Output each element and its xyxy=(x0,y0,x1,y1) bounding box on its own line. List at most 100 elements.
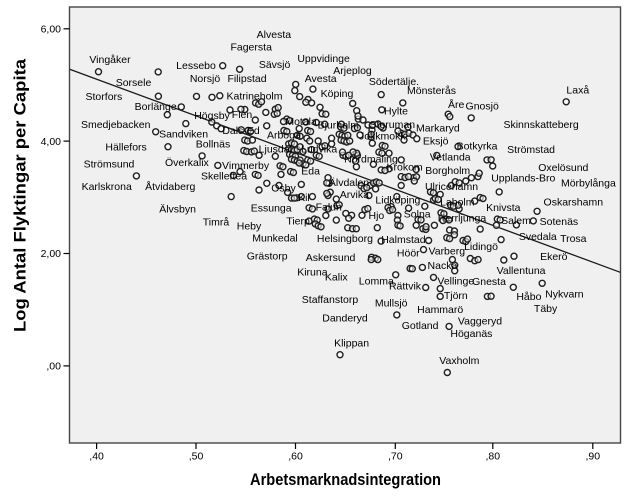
svg-text:Lidköping: Lidköping xyxy=(375,195,420,207)
svg-text:Lidingö: Lidingö xyxy=(464,241,498,253)
svg-text:Ulricehamn: Ulricehamn xyxy=(425,181,478,193)
svg-text:Sävsjö: Sävsjö xyxy=(259,59,291,71)
svg-text:Gnesta: Gnesta xyxy=(472,276,506,288)
svg-text:Alvesta: Alvesta xyxy=(257,29,292,41)
svg-text:Överkalix: Överkalix xyxy=(165,157,210,169)
svg-text:Halmstad: Halmstad xyxy=(381,234,426,246)
svg-text:Vaxholm: Vaxholm xyxy=(439,355,479,367)
svg-text:Köping: Köping xyxy=(321,88,354,100)
svg-text:Heby: Heby xyxy=(237,221,262,233)
svg-text:Vingåker: Vingåker xyxy=(89,54,131,66)
svg-text:Krokom: Krokom xyxy=(387,161,423,173)
svg-text:Filipstad: Filipstad xyxy=(227,73,266,85)
svg-text:,80: ,80 xyxy=(485,451,500,463)
svg-text:Staffanstorp: Staffanstorp xyxy=(302,294,359,306)
svg-text:Eda: Eda xyxy=(301,165,320,177)
svg-text:Arboga: Arboga xyxy=(267,129,301,141)
svg-text:,90: ,90 xyxy=(585,451,600,463)
svg-text:,40: ,40 xyxy=(89,451,104,463)
svg-text:Falun: Falun xyxy=(316,201,342,213)
svg-text:Täby: Täby xyxy=(534,303,558,315)
svg-text:Hjo: Hjo xyxy=(369,210,385,222)
svg-text:Uppvidinge: Uppvidinge xyxy=(297,53,350,65)
svg-text:Osby: Osby xyxy=(271,183,296,195)
svg-text:Lessebo: Lessebo xyxy=(176,60,216,72)
svg-text:Laholm: Laholm xyxy=(440,197,475,209)
svg-text:Rättvik: Rättvik xyxy=(389,281,422,293)
svg-text:Svedala: Svedala xyxy=(519,231,557,243)
svg-text:Arjeplog: Arjeplog xyxy=(333,65,372,77)
svg-text:Varberg: Varberg xyxy=(429,245,466,257)
svg-text:Åtvidaberg: Åtvidaberg xyxy=(145,180,195,193)
svg-text:Timrå: Timrå xyxy=(203,217,230,229)
svg-text:Klippan: Klippan xyxy=(334,337,369,349)
svg-text:Arvika: Arvika xyxy=(340,189,369,201)
svg-text:Karlskrona: Karlskrona xyxy=(82,181,132,193)
svg-text:,50: ,50 xyxy=(189,451,204,463)
svg-text:Storfors: Storfors xyxy=(86,91,123,103)
svg-text:Avesta: Avesta xyxy=(305,73,337,85)
svg-text:Askersund: Askersund xyxy=(306,252,356,264)
svg-text:Mullsjö: Mullsjö xyxy=(375,298,408,310)
svg-text:Upplands-Bro: Upplands-Bro xyxy=(491,172,555,184)
svg-text:Älvsbyn: Älvsbyn xyxy=(159,204,196,216)
svg-text:Nordmaling: Nordmaling xyxy=(344,154,398,166)
svg-text:Ekerö: Ekerö xyxy=(540,251,568,263)
svg-text:Fagersta: Fagersta xyxy=(230,42,272,54)
svg-text:Sotenäs: Sotenäs xyxy=(540,216,579,228)
svg-text:Botkyrka: Botkyrka xyxy=(457,141,498,153)
svg-text:,70: ,70 xyxy=(388,451,403,463)
svg-text:Laxå: Laxå xyxy=(566,85,589,97)
svg-text:,60: ,60 xyxy=(288,451,303,463)
svg-text:Log Antal Flyktingar per Capit: Log Antal Flyktingar per Capita xyxy=(11,58,30,332)
svg-text:Knivsta: Knivsta xyxy=(486,202,521,214)
svg-text:6,00: 6,00 xyxy=(41,24,62,36)
svg-text:Grästorp: Grästorp xyxy=(247,250,288,262)
svg-text:Sandviken: Sandviken xyxy=(159,129,208,141)
svg-text:Bjurholm: Bjurholm xyxy=(318,120,360,132)
svg-text:2,00: 2,00 xyxy=(41,248,62,260)
svg-text:4,00: 4,00 xyxy=(41,136,62,148)
svg-text:Nykvarn: Nykvarn xyxy=(545,289,584,301)
svg-text:Norsjö: Norsjö xyxy=(190,73,221,85)
svg-text:Hammarö: Hammarö xyxy=(417,304,463,316)
svg-text:Höganäs: Höganäs xyxy=(450,328,492,340)
svg-text:Munkedal: Munkedal xyxy=(252,233,298,245)
svg-text:Vetlanda: Vetlanda xyxy=(430,152,471,164)
svg-text:Sorsele: Sorsele xyxy=(116,77,152,89)
svg-text:Gnosjö: Gnosjö xyxy=(466,100,499,112)
svg-text:,00: ,00 xyxy=(46,361,61,373)
svg-text:Ljusdal: Ljusdal xyxy=(259,143,292,155)
svg-text:Strömsund: Strömsund xyxy=(84,158,135,170)
svg-text:Ludvika: Ludvika xyxy=(301,143,337,155)
svg-text:Salem: Salem xyxy=(501,215,531,227)
svg-text:Essunga: Essunga xyxy=(251,203,292,215)
svg-text:Borlänge: Borlänge xyxy=(135,101,177,113)
svg-text:Strömstad: Strömstad xyxy=(507,144,555,156)
svg-text:Trosa: Trosa xyxy=(560,233,587,245)
svg-text:Herrljunga: Herrljunga xyxy=(438,213,487,225)
svg-text:Kalix: Kalix xyxy=(325,272,349,284)
svg-text:Bollnäs: Bollnäs xyxy=(196,139,230,151)
svg-text:Storuman: Storuman xyxy=(370,119,416,131)
svg-text:Gotland: Gotland xyxy=(402,320,439,332)
svg-text:Södertälje.: Södertälje. xyxy=(369,76,419,88)
svg-text:Hällefors: Hällefors xyxy=(105,141,146,153)
svg-text:Höör: Höör xyxy=(397,248,420,260)
svg-text:Smedjebacken: Smedjebacken xyxy=(81,119,151,131)
svg-text:Håbo: Håbo xyxy=(516,291,541,303)
svg-text:Motala: Motala xyxy=(285,116,317,128)
svg-text:Tjörn: Tjörn xyxy=(444,290,468,302)
svg-text:Kil: Kil xyxy=(298,192,310,204)
svg-text:Vimmerby: Vimmerby xyxy=(222,160,270,172)
svg-text:Vallentuna: Vallentuna xyxy=(497,265,546,277)
svg-text:Högsby: Högsby xyxy=(194,110,230,122)
svg-text:Nacka: Nacka xyxy=(428,260,458,272)
svg-text:Oskarshamn: Oskarshamn xyxy=(544,196,604,208)
svg-text:Dals-Ed: Dals-Ed xyxy=(222,125,260,137)
svg-text:Vaggeryd: Vaggeryd xyxy=(458,316,502,328)
svg-text:Katrineholm: Katrineholm xyxy=(226,91,282,103)
svg-text:Jokkmokk: Jokkmokk xyxy=(359,131,406,143)
svg-text:Vellinge: Vellinge xyxy=(437,276,474,288)
svg-text:Danderyd: Danderyd xyxy=(322,313,368,325)
